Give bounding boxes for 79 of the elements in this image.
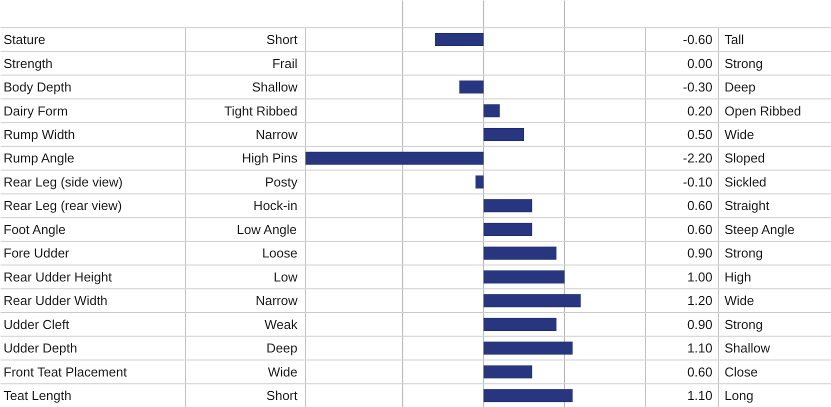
text: Posty <box>264 174 298 190</box>
text: Frail <box>272 56 298 71</box>
text: Sloped <box>724 150 765 166</box>
text: Straight <box>724 198 770 214</box>
text: Shallow <box>724 340 771 356</box>
data-label: 1.00 <box>687 269 713 284</box>
text: Low <box>274 269 298 284</box>
y-tick-label: Stature <box>4 32 46 48</box>
y-tick-label: Teat Length <box>4 388 72 404</box>
bar <box>435 33 484 46</box>
text: High Pins <box>242 150 298 166</box>
data-label: 0.60 <box>687 222 713 237</box>
data-label: -2.20 <box>682 150 713 166</box>
bar <box>484 270 565 284</box>
bar <box>476 175 484 188</box>
data-label: 1.10 <box>687 388 713 404</box>
data-label: 1.20 <box>687 293 713 308</box>
text: Deep <box>266 340 298 356</box>
data-label: -0.30 <box>682 80 713 95</box>
text: Strong <box>724 246 763 261</box>
data-label: -0.10 <box>682 174 713 190</box>
y-tick-label: Dairy Form <box>4 103 68 118</box>
y-tick-label: Udder Cleft <box>4 316 70 332</box>
data-label: -0.60 <box>682 32 713 48</box>
data-label: 0.60 <box>687 364 713 380</box>
bar <box>484 246 556 260</box>
bar <box>484 342 573 355</box>
data-label: 0.90 <box>687 246 713 261</box>
text: Hock-in <box>253 198 298 214</box>
text: Close <box>724 364 758 380</box>
y-tick-label: Rear Leg (rear view) <box>4 198 122 214</box>
y-tick-label: Udder Depth <box>4 340 78 356</box>
text: Wide <box>724 126 754 142</box>
data-label: 0.60 <box>687 198 713 214</box>
bar <box>306 152 484 165</box>
text: Low Angle <box>236 222 297 237</box>
text: Wide <box>268 364 298 380</box>
data-label: 1.10 <box>687 340 713 356</box>
text: Long <box>724 388 754 404</box>
text: Open Ribbed <box>724 103 802 118</box>
y-tick-label: Strength <box>4 56 53 71</box>
text: Deep <box>724 80 756 95</box>
bar <box>484 199 532 212</box>
text: High <box>724 269 752 284</box>
text: Narrow <box>256 126 298 142</box>
data-label: 0.00 <box>687 56 713 71</box>
bar <box>484 128 524 142</box>
data-label: 0.50 <box>687 126 713 142</box>
data-label: 0.20 <box>687 103 713 118</box>
text: Short <box>266 32 298 48</box>
text: Strong <box>724 56 763 71</box>
text: Strong <box>724 316 763 332</box>
y-tick-label: Rear Udder Width <box>4 293 108 308</box>
text: Short <box>266 388 298 404</box>
text: Tight Ribbed <box>224 103 298 118</box>
text: Loose <box>262 246 298 261</box>
text: Wide <box>724 293 754 308</box>
y-tick-label: Foot Angle <box>4 222 66 237</box>
bar <box>484 222 532 236</box>
text: Sickled <box>724 174 766 190</box>
text: Steep Angle <box>724 222 795 237</box>
y-tick-label: Rear Leg (side view) <box>4 174 123 190</box>
text: Tall <box>724 32 744 48</box>
y-tick-label: Rear Udder Height <box>4 269 112 284</box>
y-tick-label: Rump Width <box>4 126 76 142</box>
text: Narrow <box>256 293 298 308</box>
bar <box>484 294 581 308</box>
y-tick-label: Body Depth <box>4 80 72 95</box>
y-tick-label: Fore Udder <box>4 246 70 261</box>
bar <box>484 365 532 378</box>
data-label: 0.90 <box>687 316 713 332</box>
bar <box>459 80 484 94</box>
y-tick-label: Front Teat Placement <box>4 364 128 380</box>
bar <box>484 318 556 331</box>
text: Weak <box>264 316 298 332</box>
bar <box>484 104 500 118</box>
y-tick-label: Rump Angle <box>4 150 74 166</box>
text: Shallow <box>252 80 298 95</box>
bar <box>484 389 573 402</box>
